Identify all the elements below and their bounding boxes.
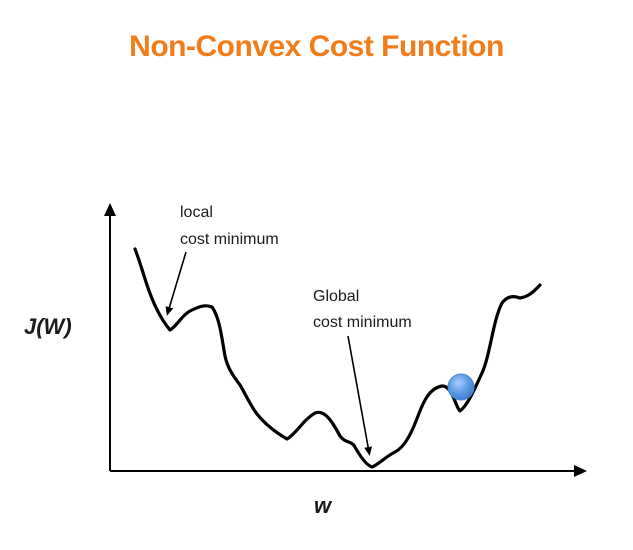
ball-marker <box>447 373 475 401</box>
global-label-line1: Global <box>313 288 359 305</box>
y-axis-label: J(W) <box>24 314 72 339</box>
x-axis-label: w <box>314 493 333 518</box>
global-minimum-arrow <box>347 335 373 456</box>
cost-curve <box>133 247 542 469</box>
local-minimum-arrow <box>165 251 187 316</box>
global-label-line2: cost minimum <box>313 314 412 331</box>
y-axis-arrow-icon <box>104 203 116 216</box>
x-axis-arrow-icon <box>574 465 587 477</box>
local-label-line2: cost minimum <box>180 231 279 248</box>
page-title: Non-Convex Cost Function <box>129 30 504 63</box>
local-label-line1: local <box>180 204 213 221</box>
